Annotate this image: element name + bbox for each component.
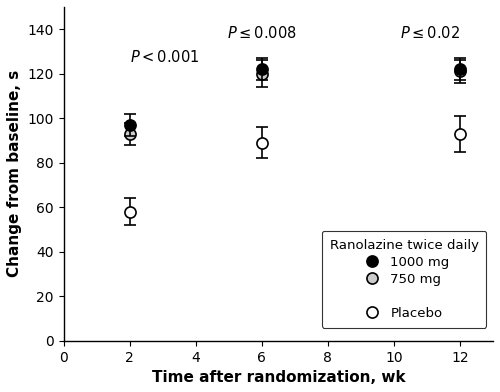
Text: $P < 0.001$: $P < 0.001$: [130, 49, 199, 65]
X-axis label: Time after randomization, wk: Time after randomization, wk: [152, 370, 405, 385]
Legend: 1000 mg, 750 mg, , Placebo: 1000 mg, 750 mg, , Placebo: [322, 231, 486, 327]
Y-axis label: Change from baseline, s: Change from baseline, s: [7, 70, 22, 278]
Text: $P \leq 0.02$: $P \leq 0.02$: [400, 25, 460, 41]
Text: $P \leq 0.008$: $P \leq 0.008$: [227, 25, 296, 41]
